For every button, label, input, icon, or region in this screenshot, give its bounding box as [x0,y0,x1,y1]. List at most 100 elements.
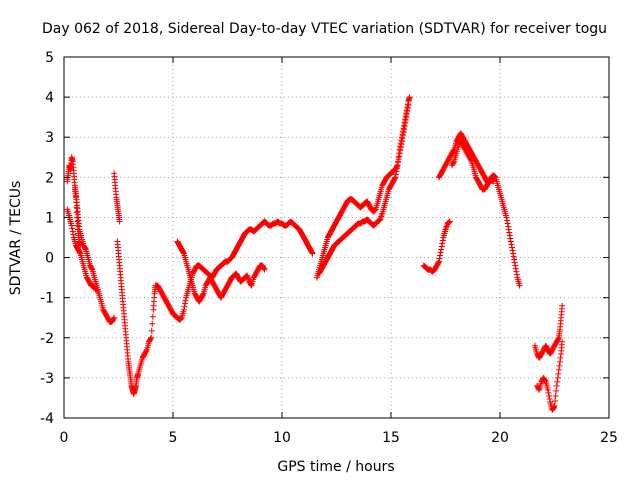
data-point [439,237,446,244]
data-point [511,256,518,263]
data-point [506,232,513,239]
data-point [556,358,563,365]
data-point [178,315,185,322]
data-point [309,250,316,257]
data-point [513,268,520,275]
data-point [149,313,156,320]
data-point [393,165,400,172]
data-point [559,302,566,309]
data-point [507,235,514,242]
data-point [542,377,549,384]
data-point [396,150,403,157]
y-tick-label: -1 [40,291,54,307]
data-point [405,102,412,109]
data-point [510,250,517,257]
data-point [404,105,411,112]
data-point [503,214,510,221]
data-point [143,347,150,354]
y-tick-label: -3 [40,371,54,387]
data-point [394,162,401,169]
data-point [492,173,499,180]
data-point [491,173,498,180]
data-point [181,300,188,307]
data-point [372,206,379,213]
data-point [437,252,444,259]
data-point [73,199,80,206]
data-point [450,147,457,154]
data-point [391,175,398,182]
data-point [308,249,315,256]
data-point [180,249,187,256]
data-point [116,218,123,225]
data-point [397,144,404,151]
y-tick-label: 0 [45,251,54,267]
data-point [70,231,77,238]
data-point [435,259,442,266]
data-point [398,138,405,145]
x-tick-label: 0 [60,430,69,446]
data-point [94,286,101,293]
data-point [438,243,445,250]
data-point [504,220,511,227]
data-point [551,402,558,409]
data-point [553,382,560,389]
data-point [402,117,409,124]
chart-title: Day 062 of 2018, Sidereal Day-to-day VTE… [42,21,607,37]
x-tick-label: 20 [491,430,509,446]
grid [64,57,609,418]
data-point [509,247,516,254]
data-points [64,94,566,413]
data-point [395,156,402,163]
data-point [247,281,254,288]
data-point [399,135,406,142]
data-point [506,229,513,236]
data-point [490,178,497,185]
data-point [399,132,406,139]
data-point [110,315,117,322]
data-point [73,209,80,216]
data-point [69,225,76,232]
data-point [489,177,496,184]
data-point [397,147,404,154]
y-tick-label: 2 [45,170,54,186]
y-tick-label: 5 [45,50,54,66]
data-point [73,204,80,211]
data-point [552,397,559,404]
y-tick-label: 4 [45,90,54,106]
data-point [76,249,83,256]
data-point [439,240,446,247]
data-point [401,123,408,130]
data-point [559,338,566,345]
data-point [148,334,155,341]
data-point [181,303,188,310]
data-point [505,226,512,233]
data-point [396,153,403,160]
data-point [556,362,563,369]
data-point [513,271,520,278]
data-point [446,218,453,225]
data-point [508,241,515,248]
data-point [401,126,408,133]
data-point [147,335,154,342]
x-tick-label: 10 [273,430,291,446]
data-point [148,327,155,334]
data-point [445,219,452,226]
data-point [555,335,562,342]
data-point [511,259,518,266]
data-point [371,207,378,214]
data-point [395,159,402,166]
y-tick-label: 1 [45,210,54,226]
data-point [512,265,519,272]
data-point [88,265,95,272]
axis-ticks: 0 5 10 15 20 25 -4 -3 -2 -1 0 1 2 3 4 5 [40,50,618,446]
data-point [450,159,457,166]
data-point [199,291,206,298]
data-point [468,157,475,164]
data-point [554,374,561,381]
data-point [555,370,562,377]
y-tick-label: 3 [45,130,54,146]
x-tick-label: 5 [169,430,178,446]
data-point [392,171,399,178]
data-point [69,228,76,235]
data-point [68,222,75,229]
